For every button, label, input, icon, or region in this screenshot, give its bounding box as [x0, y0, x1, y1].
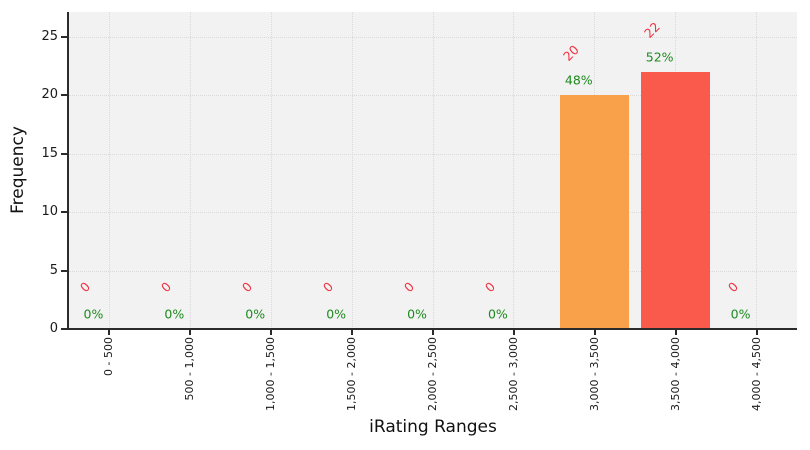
x-tick-label: 500 - 1,000: [183, 337, 197, 401]
x-axis-title: iRating Ranges: [369, 417, 497, 437]
v-gridline: [513, 12, 515, 329]
y-tick-label: 20: [41, 87, 58, 103]
count-label: 0: [400, 278, 418, 296]
y-tick-label: 10: [41, 204, 58, 220]
percent-label: 52%: [645, 49, 674, 65]
x-axis-spine: [67, 328, 797, 330]
x-tick-mark: [432, 330, 434, 335]
bar: [641, 71, 711, 329]
x-tick-mark: [593, 330, 596, 335]
bar: [560, 95, 630, 329]
percent-label: 0%: [83, 306, 104, 322]
x-tick-label: 1,500 - 2,000: [345, 337, 359, 411]
y-tick-mark: [61, 328, 67, 330]
count-label: 0: [239, 278, 256, 296]
x-tick-label: 4,000 - 4,500: [749, 337, 763, 411]
percent-label: 0%: [326, 306, 347, 322]
percent-label: 0%: [730, 306, 751, 322]
y-tick-mark: [61, 269, 67, 272]
count-label: 0: [158, 278, 175, 296]
x-tick-mark: [108, 330, 111, 335]
x-tick-label: 3,000 - 3,500: [587, 337, 601, 411]
y-tick-mark: [61, 35, 67, 38]
count-label: 20: [559, 42, 582, 64]
percent-label: 48%: [564, 72, 593, 88]
y-tick-label: 25: [41, 28, 58, 44]
v-gridline: [189, 12, 191, 329]
x-tick-label: 2,000 - 2,500: [426, 337, 439, 411]
x-tick-label: 1,000 - 1,500: [264, 337, 278, 411]
y-tick-label: 5: [49, 262, 58, 278]
x-tick-mark: [270, 330, 273, 335]
x-tick-mark: [189, 330, 192, 335]
y-axis-spine: [67, 12, 69, 330]
percent-label: 0%: [164, 306, 185, 322]
y-tick-mark: [61, 94, 67, 97]
x-tick-mark: [755, 330, 758, 335]
plot-area: 0% 0 0% 0 0% 0 0% 0 0% 0 0% 0 48% 20 52% 22 0% 0: [69, 12, 797, 329]
v-gridline: [351, 12, 353, 329]
x-tick-mark: [512, 330, 515, 335]
v-gridline: [270, 12, 272, 329]
v-gridline: [432, 12, 434, 329]
y-tick-mark: [61, 152, 67, 155]
y-tick-label: 15: [41, 145, 58, 161]
percent-label: 0%: [487, 306, 508, 322]
y-tick-label: 0: [49, 321, 58, 336]
x-tick-mark: [674, 330, 677, 335]
count-label: 0: [724, 278, 741, 296]
count-label: 0: [319, 278, 337, 296]
y-tick-mark: [61, 211, 67, 214]
x-tick-label: 2,500 - 3,000: [506, 337, 520, 411]
x-tick-label: 3,500 - 4,000: [668, 337, 682, 411]
count-label: 0: [481, 278, 498, 296]
percent-label: 0%: [245, 306, 266, 322]
percent-label: 0%: [407, 306, 427, 322]
count-label: 0: [77, 278, 94, 296]
v-gridline: [108, 12, 110, 329]
y-axis-title: Frequency: [8, 126, 28, 214]
x-tick-label: 0 - 500: [102, 337, 116, 376]
x-tick-mark: [351, 330, 354, 335]
v-gridline: [756, 12, 758, 329]
